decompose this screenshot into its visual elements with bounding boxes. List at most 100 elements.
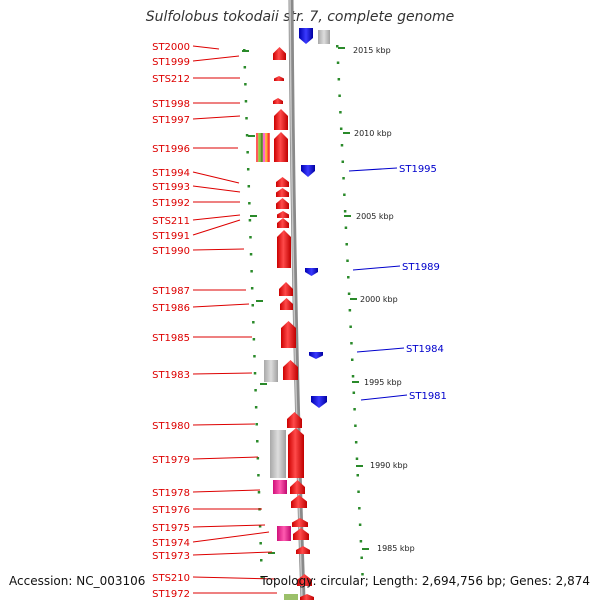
left-marker-dot: [255, 423, 258, 426]
right-marker-dot: [347, 276, 350, 279]
right-marker-dot: [351, 375, 355, 378]
right-marker-dot: [340, 144, 344, 147]
left-leader-line: [192, 248, 245, 251]
striped-feature-band: [262, 133, 266, 162]
label-leader-lines: [192, 45, 408, 594]
left-marker-dot: [250, 287, 254, 290]
right-gene-label: ST1984: [406, 344, 444, 355]
right-marker-dot: [360, 556, 363, 559]
left-leader-line: [192, 423, 256, 426]
left-marker-dot: [243, 66, 247, 69]
striped-feature-band: [267, 133, 270, 162]
left-gene-label: ST1992: [152, 198, 190, 209]
left-gene-label: ST2000: [152, 42, 190, 53]
left-marker-dot: [245, 134, 249, 137]
right-marker-dot: [352, 391, 356, 394]
left-marker-dot: [256, 457, 260, 460]
right-leader-line: [348, 167, 398, 172]
right-leader-line: [352, 265, 401, 271]
left-marker-dot: [248, 202, 251, 205]
left-gene-label: ST1998: [152, 99, 190, 110]
left-marker-dot: [252, 338, 256, 341]
left-gene-label: ST1983: [152, 370, 190, 381]
left-marker-dot: [251, 304, 254, 307]
right-gene-label: ST1989: [402, 262, 440, 273]
right-marker-dot: [353, 408, 356, 411]
left-leader-line: [192, 551, 273, 556]
forward-gene-arrow: [297, 574, 312, 586]
forward-gene-arrow: [291, 495, 307, 508]
scale-label: 1990 kbp: [370, 461, 408, 470]
left-leader-line: [192, 303, 250, 308]
left-marker-dot: [249, 236, 252, 239]
right-marker-dot: [346, 259, 349, 262]
striped-feature-band: [265, 133, 268, 162]
left-marker-dot: [250, 270, 253, 273]
left-leader-line: [192, 45, 220, 50]
left-marker-dot: [248, 219, 252, 222]
right-marker-dot: [358, 523, 362, 526]
left-leader-line: [192, 115, 241, 120]
forward-gene-arrow: [276, 177, 289, 187]
right-leader-line: [356, 347, 405, 353]
right-marker-dot: [337, 78, 341, 81]
left-marker-tick: [256, 300, 263, 302]
backbone-line: [288, 0, 306, 600]
left-marker-dot: [254, 406, 258, 409]
right-marker-dot: [354, 424, 357, 427]
forward-gene-arrow: [296, 546, 310, 554]
left-marker-dot: [249, 253, 253, 256]
left-gene-label: ST1985: [152, 333, 190, 344]
forward-gene-arrow: [277, 230, 291, 268]
left-leader-line: [192, 531, 270, 543]
right-marker-dot: [350, 342, 353, 345]
forward-gene-arrow: [276, 188, 289, 197]
forward-gene-arrow: [287, 412, 302, 428]
right-marker-dot: [342, 177, 345, 180]
right-marker-dot: [345, 243, 348, 246]
left-marker-dot: [244, 83, 247, 86]
left-marker-tick: [250, 215, 257, 217]
left-gene-label: ST1975: [152, 523, 190, 534]
left-gene-label: ST1976: [152, 505, 190, 516]
left-gene-label: STS211: [152, 216, 190, 227]
left-leader-line: [192, 55, 240, 62]
left-marker-dot: [253, 355, 256, 358]
left-gene-label: ST1994: [152, 168, 190, 179]
left-marker-dot: [257, 491, 261, 494]
right-marker-tick: [352, 381, 359, 383]
right-marker-dot: [339, 111, 342, 114]
backbone-highlight: [289, 0, 303, 600]
left-marker-dot: [246, 168, 250, 171]
right-marker-dot: [343, 210, 347, 213]
left-leader-line: [192, 372, 253, 375]
left-gene-label: ST1986: [152, 303, 190, 314]
left-marker-dot: [247, 185, 251, 188]
left-gene-label: ST1980: [152, 421, 190, 432]
left-gene-label: ST1978: [152, 488, 190, 499]
left-marker-dot: [257, 474, 260, 477]
gray-feature: [270, 430, 286, 478]
right-marker-tick: [338, 47, 345, 49]
striped-feature-band: [258, 133, 261, 162]
striped-feature-band: [260, 133, 263, 162]
left-gene-label: ST1973: [152, 551, 190, 562]
forward-gene-arrow: [292, 518, 308, 527]
scale-label: 2010 kbp: [354, 129, 392, 138]
left-gene-label: ST1987: [152, 286, 190, 297]
forward-gene-arrow: [274, 76, 284, 81]
forward-gene-arrow: [276, 198, 289, 209]
right-marker-tick: [356, 465, 363, 467]
left-marker-dot: [246, 151, 249, 154]
right-marker-dot: [349, 325, 352, 328]
right-marker-dot: [338, 94, 341, 97]
left-marker-tick: [268, 552, 275, 554]
reverse-gene-arrow: [299, 28, 313, 44]
right-marker-dot: [336, 45, 339, 48]
left-gene-label: ST1999: [152, 57, 190, 68]
forward-gene-arrow: [273, 98, 283, 104]
pink-feature: [277, 526, 291, 541]
right-marker-tick: [344, 215, 351, 217]
reverse-gene-arrow: [301, 165, 315, 177]
